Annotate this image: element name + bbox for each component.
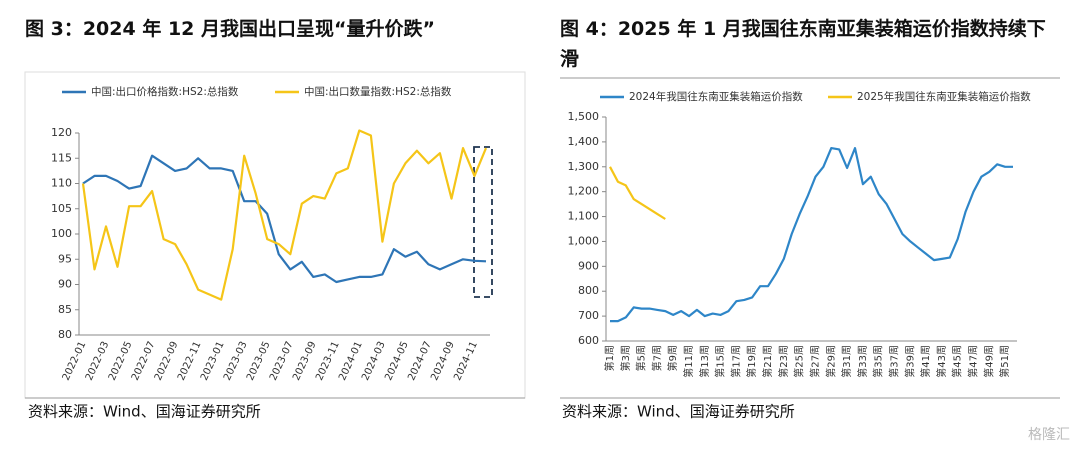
legend-label: 2025年我国往东南亚集装箱运价指数 <box>857 90 1031 103</box>
x-tick-label: 第51周 <box>998 345 1011 378</box>
legend-label: 2024年我国往东南亚集装箱运价指数 <box>629 90 803 103</box>
y-tick-label: 110 <box>51 177 72 190</box>
x-tick-label: 第9周 <box>666 345 679 371</box>
y-tick-label: 115 <box>51 151 72 164</box>
x-tick-label: 第45周 <box>951 345 964 378</box>
series-line <box>610 147 1013 323</box>
x-tick-label: 第7周 <box>650 345 663 371</box>
x-tick-label: 第3周 <box>619 345 632 371</box>
x-tick-label: 第19周 <box>745 345 758 378</box>
source: 资料来源：Wind、国海证券研究所 <box>28 403 261 421</box>
x-tick-label: 第33周 <box>856 345 869 378</box>
x-tick-label: 第21周 <box>761 345 774 378</box>
y-tick-label: 90 <box>58 278 72 291</box>
y-tick-label: 1,000 <box>568 234 600 247</box>
y-tick-label: 1,100 <box>568 210 600 223</box>
x-tick-label: 第47周 <box>966 345 979 378</box>
y-tick-label: 1,500 <box>568 110 600 123</box>
x-tick-label: 第1周 <box>603 345 616 371</box>
series-line <box>609 166 666 220</box>
x-tick-label: 第37周 <box>887 345 900 378</box>
x-tick-label: 第39周 <box>903 345 916 378</box>
y-tick-label: 120 <box>51 126 72 139</box>
y-tick-label: 1,200 <box>568 185 600 198</box>
series-line <box>82 154 487 284</box>
x-tick-label: 第11周 <box>682 345 695 378</box>
legend-label: 中国:出口数量指数:HS2:总指数 <box>304 85 452 98</box>
x-tick-label: 第5周 <box>635 345 648 371</box>
source: 资料来源：Wind、国海证券研究所 <box>562 403 795 421</box>
x-tick-label: 第17周 <box>729 345 742 378</box>
series-line <box>81 129 488 301</box>
y-tick-label: 800 <box>578 284 599 297</box>
x-tick-label: 第41周 <box>919 345 932 378</box>
x-tick-label: 2024-11 <box>452 340 480 383</box>
x-tick-label: 第49周 <box>982 345 995 378</box>
x-tick-label: 第31周 <box>840 345 853 378</box>
highlight-box <box>473 146 493 298</box>
x-tick-label: 第23周 <box>777 345 790 378</box>
y-tick-label: 85 <box>58 303 72 316</box>
y-tick-label: 600 <box>578 334 599 347</box>
y-tick-label: 80 <box>58 328 72 341</box>
x-tick-label: 第13周 <box>698 345 711 378</box>
x-tick-label: 第25周 <box>793 345 806 378</box>
x-tick-label: 第43周 <box>935 345 948 378</box>
y-tick-label: 1,300 <box>568 160 600 173</box>
x-tick-label: 第35周 <box>872 345 885 378</box>
y-tick-label: 100 <box>51 227 72 240</box>
y-tick-label: 900 <box>578 259 599 272</box>
x-tick-label: 第29周 <box>824 345 837 378</box>
chart-title: 图 3：2024 年 12 月我国出口呈现“量升价跌” <box>25 18 435 40</box>
y-tick-label: 105 <box>51 202 72 215</box>
x-tick-label: 第15周 <box>714 345 727 378</box>
y-tick-label: 95 <box>58 252 72 265</box>
y-tick-label: 700 <box>578 309 599 322</box>
legend-label: 中国:出口价格指数:HS2:总指数 <box>91 85 239 98</box>
watermark: 格隆汇 <box>1028 427 1070 443</box>
x-tick-label: 第27周 <box>808 345 821 378</box>
y-tick-label: 1,400 <box>568 135 600 148</box>
chart-title: 图 4：2025 年 1 月我国往东南亚集装箱运价指数持续下滑 <box>560 18 1046 70</box>
